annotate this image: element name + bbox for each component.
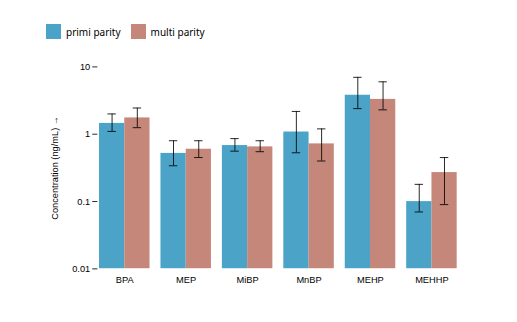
- svg-text:1: 1: [85, 129, 90, 139]
- svg-text:MiBP: MiBP: [237, 275, 259, 285]
- svg-text:MEP: MEP: [176, 275, 196, 285]
- svg-text:MEHP: MEHP: [357, 275, 384, 285]
- svg-text:Concentration (ng/mL) →: Concentration (ng/mL) →: [50, 116, 60, 220]
- svg-text:10: 10: [80, 62, 90, 72]
- svg-text:0.1: 0.1: [77, 196, 90, 206]
- svg-text:BPA: BPA: [116, 275, 135, 285]
- html-text:primi parity: primi parity: [66, 24, 121, 39]
- svg-text:MEHHP: MEHHP: [415, 275, 448, 285]
- svg-text:MnBP: MnBP: [296, 275, 321, 285]
- html-text:multi parity: multi parity: [150, 24, 205, 39]
- svg-text:0.01: 0.01: [72, 264, 90, 274]
